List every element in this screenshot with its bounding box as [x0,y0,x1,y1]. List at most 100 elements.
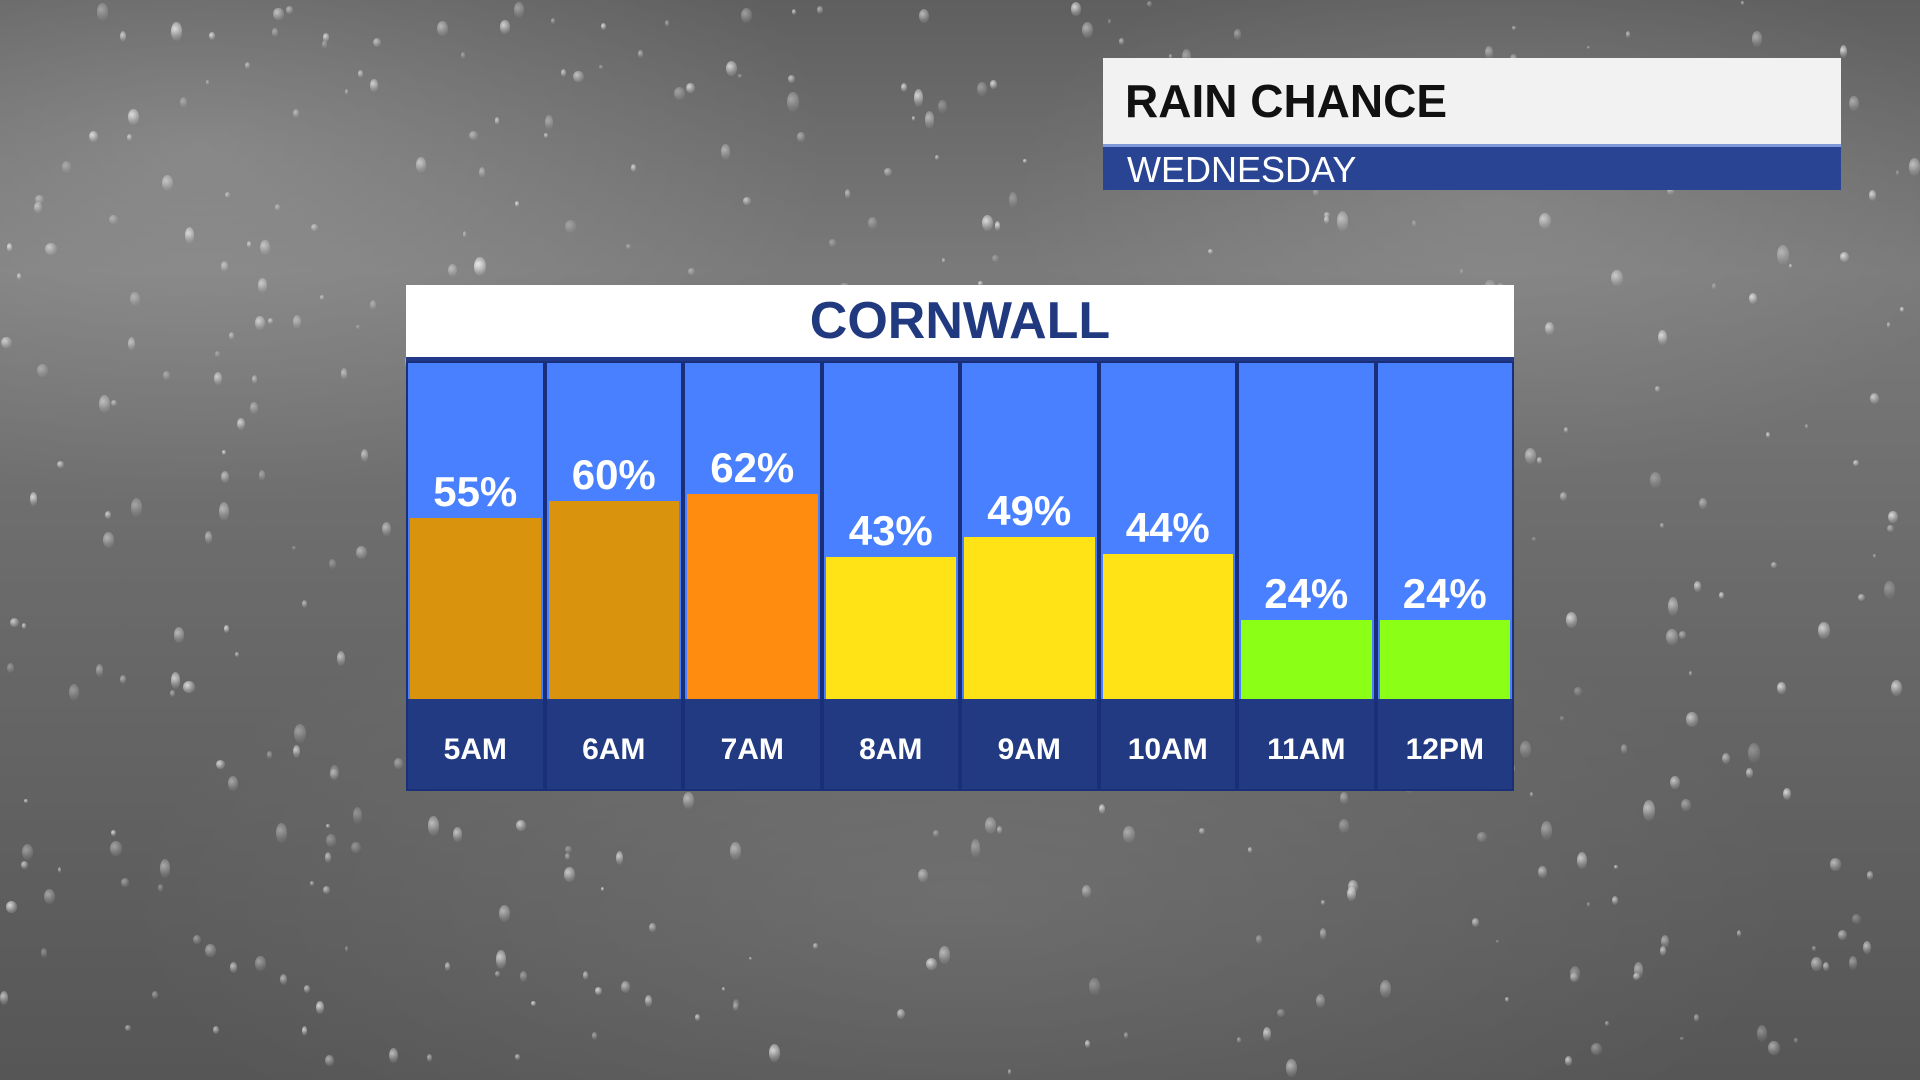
raindrop [1839,45,1847,59]
raindrop [1658,330,1668,346]
raindrop [228,332,234,340]
raindrop [130,498,142,518]
value-label: 43% [848,507,933,555]
raindrop [344,945,349,953]
raindrop [319,294,325,300]
raindrop [1336,210,1348,232]
raindrop [515,1054,521,1060]
raindrop [1793,1037,1799,1043]
raindrop [428,816,439,837]
raindrop [1783,787,1792,800]
raindrop [1900,307,1904,313]
raindrop [626,243,631,250]
raindrop [255,315,266,331]
raindrop [111,830,117,837]
raindrop [1747,743,1760,764]
time-label: 7AM [685,699,820,789]
raindrop [686,82,696,94]
location-title: CORNWALL [406,285,1514,357]
rain-chance-bar [1379,619,1510,699]
raindrop [939,945,950,965]
raindrop [267,317,274,325]
raindrop [96,2,109,21]
raindrop [301,599,307,608]
raindrop [1537,457,1542,465]
time-label: 5AM [408,699,543,789]
raindrop [1263,1027,1271,1041]
raindrop [1569,972,1579,982]
raindrop [1459,269,1464,274]
raindrop [355,325,360,330]
raindrop [733,999,740,1011]
raindrop [214,371,223,386]
time-label: 9AM [962,699,1097,789]
raindrop [494,970,501,978]
raindrop [560,68,567,78]
raindrop [1538,212,1551,229]
raindrop [1736,930,1741,938]
raindrop [1667,597,1679,617]
raindrop [1347,880,1358,894]
raindrop [1688,670,1693,676]
raindrop [883,167,892,176]
raindrop [918,869,928,882]
raindrop [213,1025,219,1034]
raindrop [1908,158,1920,176]
raindrop [1560,492,1568,501]
raindrop [515,201,520,208]
raindrop [1866,871,1873,880]
raindrop [564,219,576,233]
raindrop [20,861,28,870]
raindrop [1666,628,1679,646]
raindrop [600,886,604,891]
raindrop [1872,554,1877,558]
raindrop [1540,821,1552,841]
raindrop [162,174,174,192]
raindrop [444,962,450,971]
raindrop [1485,46,1493,59]
raindrop [1756,1024,1767,1042]
raindrop [797,132,805,142]
raindrop [941,257,946,264]
raindrop [1838,929,1848,940]
raindrop [1505,997,1510,1003]
raindrop [273,7,284,21]
raindrop [0,990,9,1005]
raindrop [1811,946,1816,952]
raindrop [204,531,212,544]
raindrop [159,859,170,878]
raindrop [304,984,311,993]
raindrop [1107,19,1112,25]
raindrop [1198,827,1205,834]
raindrop [573,70,584,83]
raindrop [257,277,268,293]
raindrop [329,765,339,780]
raindrop [1811,956,1822,971]
raindrop [215,351,220,357]
raindrop [748,956,752,961]
raindrop [1788,264,1793,268]
raindrop [901,83,908,93]
raindrop [329,768,338,780]
raindrop [120,674,126,684]
raindrop [24,798,29,803]
raindrop [1085,1039,1091,1049]
raindrop [292,108,299,119]
raindrop [933,829,939,838]
raindrop [473,257,486,276]
raindrop [615,850,624,866]
raindrop [792,9,796,15]
raindrop [829,238,836,247]
raindrop [1248,846,1253,853]
raindrop [224,191,231,199]
raindrop [1023,159,1027,164]
raindrop [1694,580,1701,593]
raindrop [583,971,589,980]
raindrop [382,521,392,537]
value-label: 49% [987,487,1072,535]
hour-column: 24% 11AM [1239,363,1374,789]
hour-column: 62% 7AM [685,363,820,789]
raindrop [218,502,230,522]
raindrop [725,61,737,76]
raindrop [322,40,328,49]
